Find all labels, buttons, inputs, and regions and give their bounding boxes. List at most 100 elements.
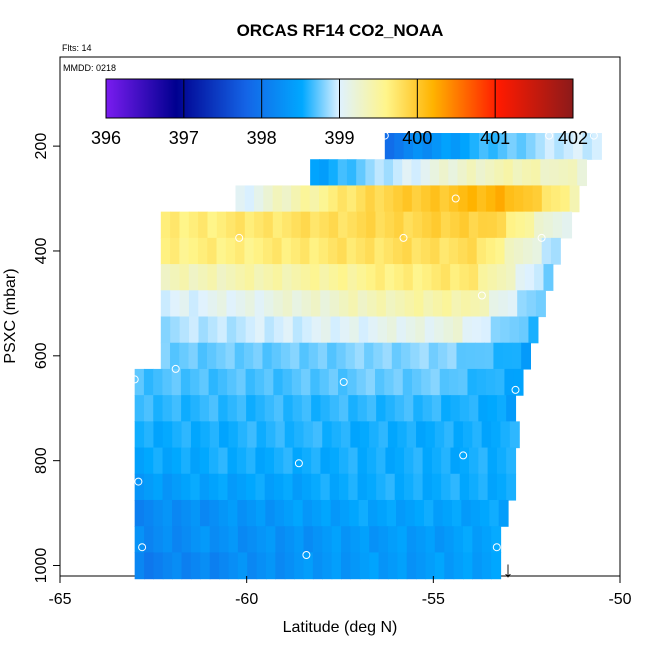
heatmap-cell — [300, 185, 311, 213]
heatmap-cell — [425, 552, 436, 580]
heatmap-cell — [498, 290, 509, 318]
heatmap-cell — [448, 185, 459, 213]
heatmap-cell — [478, 473, 489, 501]
heatmap-cell — [170, 316, 181, 344]
heatmap-cell — [500, 421, 511, 449]
heatmap-cell — [271, 342, 282, 370]
heatmap-cell — [339, 447, 349, 475]
heatmap-cell — [397, 421, 408, 449]
heatmap-cell — [348, 395, 359, 422]
heatmap-cell — [472, 526, 483, 554]
heatmap-cell — [359, 552, 370, 580]
heatmap-cell — [507, 290, 518, 318]
heatmap-cell — [264, 316, 275, 344]
heatmap-cell — [208, 447, 219, 475]
sample-point — [141, 220, 150, 229]
heatmap-cell — [199, 368, 210, 396]
heatmap-cell — [550, 237, 561, 265]
heatmap-cell — [444, 421, 455, 449]
colorbar-tick-label: 397 — [169, 128, 199, 148]
heatmap-cell — [200, 421, 211, 449]
heatmap-cell — [172, 499, 182, 527]
heatmap-cell — [383, 185, 394, 213]
heatmap-cell — [386, 499, 397, 527]
heatmap-cell — [369, 421, 380, 449]
heatmap-cell — [440, 211, 451, 239]
heatmap-cell — [385, 447, 396, 475]
heatmap-cell — [531, 159, 541, 187]
heatmap-cell — [283, 447, 294, 475]
heatmap-cell — [264, 473, 275, 501]
heatmap-cell — [443, 316, 454, 344]
heatmap-cell — [350, 421, 361, 449]
heatmap-cell — [393, 159, 403, 187]
heatmap-cell — [497, 133, 508, 160]
heatmap-cell — [412, 211, 423, 239]
heatmap-cell — [209, 526, 220, 554]
heatmap-cell — [190, 395, 201, 422]
heatmap-cell — [328, 185, 339, 213]
heatmap-cell — [346, 185, 357, 213]
heatmap-cell — [160, 237, 171, 265]
heatmap-cell — [495, 368, 506, 396]
heatmap-cell — [337, 159, 348, 187]
heatmap-cell — [329, 447, 340, 475]
heatmap-cell — [144, 552, 155, 580]
heatmap-cell — [256, 499, 266, 527]
heatmap-cell — [243, 342, 254, 370]
heatmap-cell — [567, 159, 578, 187]
heatmap-cell — [328, 237, 338, 265]
heatmap-cell — [414, 499, 425, 527]
heatmap-cell — [358, 316, 369, 344]
sample-point — [380, 131, 389, 140]
heatmap-cell — [256, 552, 267, 580]
heatmap-cell — [350, 552, 361, 580]
chart-title: ORCAS RF14 CO2_NOAA — [237, 21, 444, 40]
heatmap-cell — [301, 447, 312, 475]
heatmap-cell — [339, 316, 350, 344]
heatmap-cell — [189, 316, 200, 344]
heatmap-cell — [179, 211, 190, 239]
heatmap-cell — [328, 368, 339, 396]
heatmap-cell — [404, 290, 415, 318]
heatmap-cell — [207, 316, 218, 344]
heatmap-cell — [466, 159, 477, 187]
heatmap-cell — [357, 395, 368, 422]
heatmap-cell — [382, 342, 393, 370]
heatmap-cell — [356, 211, 367, 239]
heatmap-cell — [329, 395, 340, 422]
heatmap-cell — [495, 237, 506, 265]
heatmap-cell — [552, 211, 563, 239]
heatmap-cell — [218, 395, 229, 422]
sample-point — [130, 375, 139, 384]
heatmap-cell — [162, 499, 173, 527]
heatmap-cell — [396, 499, 406, 527]
heatmap-cell — [339, 395, 349, 422]
heatmap-cell — [237, 499, 248, 527]
colorbar: 396 397 398 399 400 401 402 — [91, 78, 588, 148]
heatmap-cell — [591, 133, 602, 160]
heatmap-cell — [245, 316, 256, 344]
heatmap-cell — [493, 342, 504, 370]
heatmap-cell — [422, 473, 433, 501]
heatmap-cell — [384, 368, 395, 396]
heatmap-cell — [134, 395, 145, 422]
heatmap-cell — [264, 395, 275, 422]
heatmap-cell — [507, 133, 518, 160]
heatmap-cell — [227, 395, 238, 422]
heatmap-cell — [190, 473, 201, 501]
heatmap-cell — [337, 185, 348, 213]
heatmap-cell — [198, 290, 209, 318]
heatmap-cell — [312, 499, 322, 527]
heatmap-cell — [513, 368, 524, 396]
heatmap-cell — [444, 526, 455, 554]
heatmap-cell — [502, 342, 513, 370]
heatmap-cell — [197, 342, 208, 370]
heatmap-cell — [365, 368, 376, 396]
heatmap-cell — [450, 395, 461, 422]
heatmap-cell — [319, 159, 330, 187]
heatmap-cell — [412, 264, 423, 291]
heatmap-cell — [282, 211, 293, 239]
heatmap-cell — [153, 526, 164, 554]
y-tick-label: 800 — [33, 447, 50, 474]
